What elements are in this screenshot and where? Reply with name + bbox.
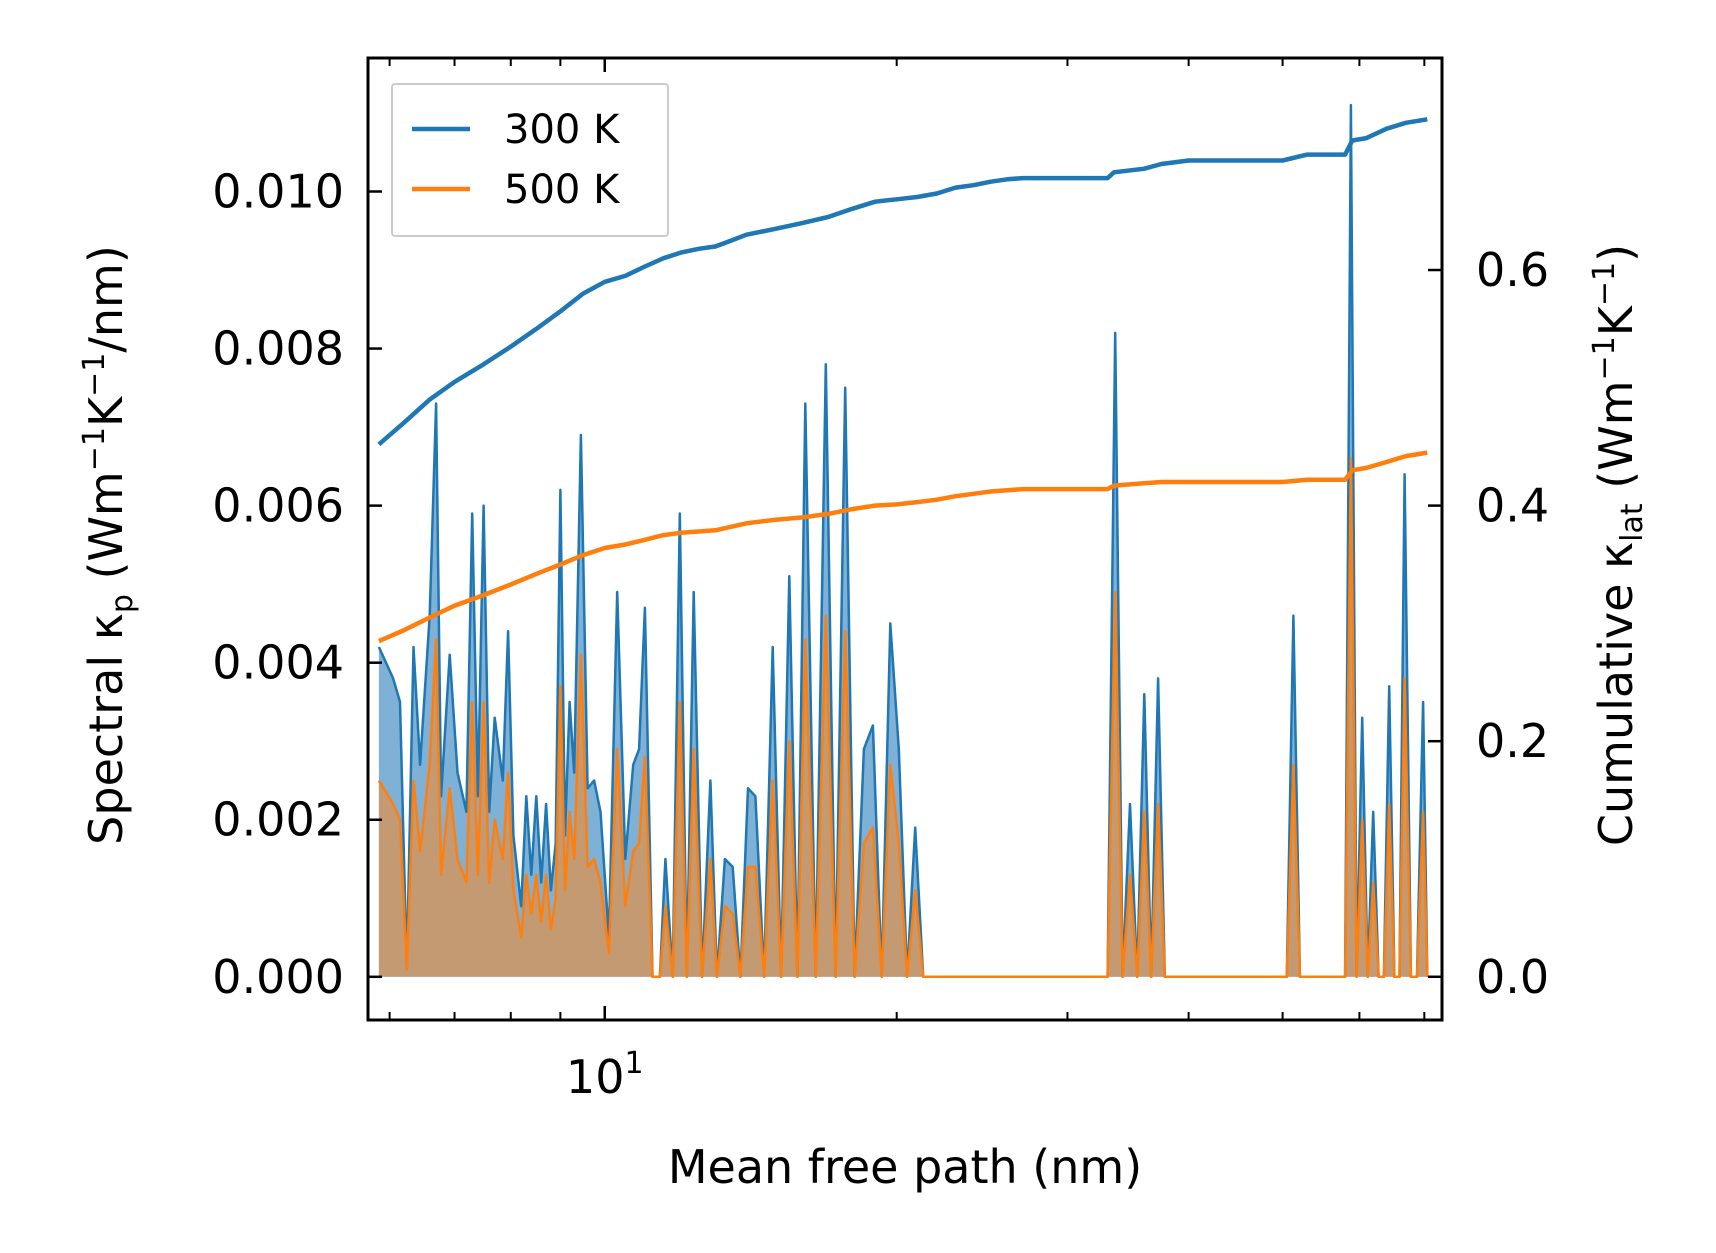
legend: 300 K 500 K xyxy=(391,83,669,237)
spectral-300k-fill xyxy=(378,105,1428,977)
right-y-tick-label: 0.2 xyxy=(1476,714,1549,768)
plot-area xyxy=(377,103,1429,979)
right-y-axis-label: Cumulative κlat (Wm−1K−1) xyxy=(1587,244,1650,846)
left-y-tick-label: 0.004 xyxy=(212,636,344,690)
x-tick-label: 101 xyxy=(566,1046,644,1104)
right-y-tick-label: 0.0 xyxy=(1476,950,1549,1004)
cumulative-300k-line xyxy=(377,117,1428,447)
left-y-axis-label: Spectral κp (Wm−1K−1/nm) xyxy=(77,245,140,845)
spectral-500k-fill xyxy=(378,458,1428,977)
left-y-tick-label: 0.010 xyxy=(212,165,344,219)
left-y-tick-label: 0.006 xyxy=(212,479,344,533)
spectral-500k-line xyxy=(377,457,1429,979)
right-y-tick-label: 0.4 xyxy=(1476,479,1549,533)
x-axis-label: Mean free path (nm) xyxy=(668,1140,1142,1194)
left-y-tick-label: 0.008 xyxy=(212,322,344,376)
legend-500k-label: 500 K xyxy=(504,167,621,213)
axis-ticks: 0.000 0.002 0.004 0.006 0.008 0.010 0.0 0.2 0.4 0… xyxy=(212,58,1549,1020)
cumulative-500k-line xyxy=(378,450,1428,644)
legend-box xyxy=(391,83,669,237)
left-y-tick-label: 0.000 xyxy=(212,950,344,1004)
left-y-tick-label: 0.002 xyxy=(212,793,344,847)
axes-frame xyxy=(366,56,1444,1022)
legend-300k-label: 300 K xyxy=(504,107,621,153)
right-y-tick-label: 0.6 xyxy=(1476,243,1549,297)
